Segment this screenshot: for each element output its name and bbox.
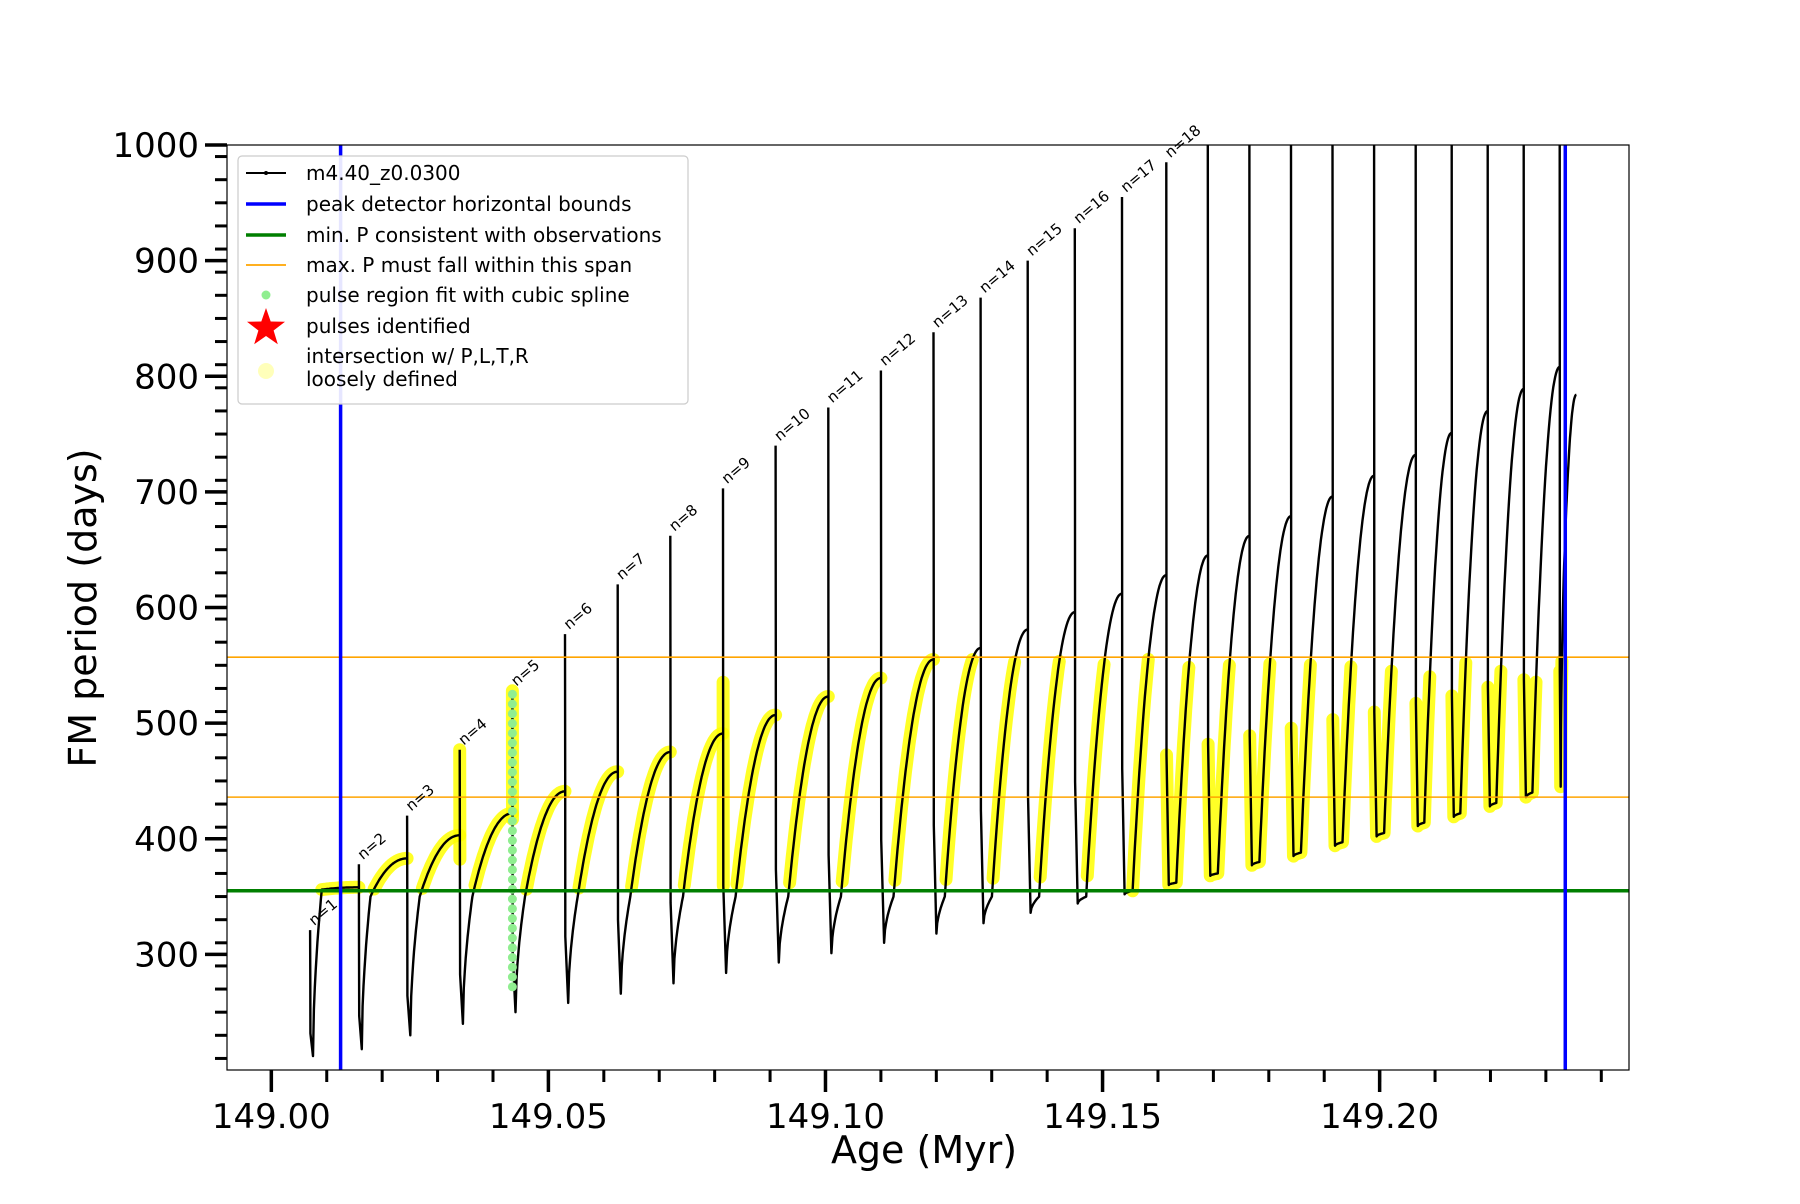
y-tick-label: 500 bbox=[134, 704, 199, 744]
spline-point bbox=[508, 914, 517, 923]
spline-point bbox=[508, 973, 517, 982]
spline-point bbox=[508, 865, 517, 874]
legend-label-intersect: intersection w/ P,L,T,R bbox=[306, 344, 529, 368]
spline-point bbox=[508, 778, 517, 787]
y-tick-label: 700 bbox=[134, 473, 199, 513]
spline-point bbox=[508, 709, 517, 718]
legend-swatch-spline bbox=[262, 291, 271, 300]
spline-point bbox=[508, 904, 517, 913]
spline-point bbox=[508, 807, 517, 816]
legend-label-pulses: pulses identified bbox=[306, 314, 471, 338]
legend-label-intersect-line2: loosely defined bbox=[306, 367, 458, 391]
x-axis-label: Age (Myr) bbox=[831, 1128, 1017, 1172]
spline-point bbox=[508, 963, 517, 972]
legend-label-track: m4.40_z0.0300 bbox=[306, 161, 461, 185]
x-tick-label: 149.15 bbox=[1043, 1097, 1162, 1137]
y-tick-label: 800 bbox=[134, 357, 199, 397]
y-axis-label: FM period (days) bbox=[61, 448, 105, 767]
spline-point bbox=[508, 826, 517, 835]
legend-label-spline: pulse region fit with cubic spline bbox=[306, 283, 630, 307]
spline-point bbox=[508, 846, 517, 855]
spline-point bbox=[508, 700, 517, 709]
legend-label-minp: min. P consistent with observations bbox=[306, 223, 662, 247]
spline-point bbox=[508, 943, 517, 952]
spline-point bbox=[508, 895, 517, 904]
legend-swatch-intersect bbox=[258, 363, 274, 379]
spline-point bbox=[508, 982, 517, 991]
spline-point bbox=[508, 797, 517, 806]
spline-point bbox=[508, 787, 517, 796]
y-tick-label: 1000 bbox=[112, 126, 199, 166]
spline-point bbox=[508, 953, 517, 962]
spline-point bbox=[508, 817, 517, 826]
y-tick-label: 400 bbox=[134, 820, 199, 860]
y-tick-label: 900 bbox=[134, 242, 199, 282]
spline-point bbox=[508, 836, 517, 845]
spline-point bbox=[508, 924, 517, 933]
spline-point bbox=[508, 739, 517, 748]
spline-point bbox=[508, 768, 517, 777]
legend-swatch-track-marker bbox=[264, 171, 268, 175]
spline-layer bbox=[508, 690, 517, 992]
spline-point bbox=[508, 690, 517, 699]
spline-point bbox=[508, 856, 517, 865]
y-tick-label: 600 bbox=[134, 589, 199, 629]
spline-point bbox=[508, 758, 517, 767]
legend-label-bounds: peak detector horizontal bounds bbox=[306, 192, 632, 216]
x-tick-label: 149.05 bbox=[489, 1097, 608, 1137]
x-tick-label: 149.00 bbox=[212, 1097, 331, 1137]
legend-label-maxp: max. P must fall within this span bbox=[306, 253, 632, 277]
y-tick-label: 300 bbox=[134, 935, 199, 975]
spline-point bbox=[508, 934, 517, 943]
spline-point bbox=[508, 875, 517, 884]
spline-point bbox=[508, 719, 517, 728]
x-tick-label: 149.20 bbox=[1320, 1097, 1439, 1137]
spline-point bbox=[508, 729, 517, 738]
spline-point bbox=[508, 748, 517, 757]
